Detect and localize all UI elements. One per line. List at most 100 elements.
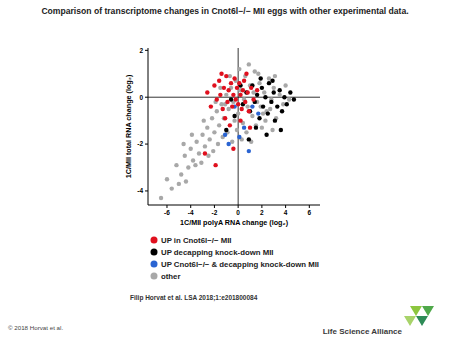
y-tick (145, 97, 148, 98)
point (277, 93, 281, 97)
point (216, 142, 220, 146)
legend-marker (151, 261, 158, 268)
point (261, 111, 265, 115)
point (273, 118, 277, 122)
legend-label: other (161, 272, 181, 281)
point (241, 88, 245, 92)
point (282, 95, 286, 99)
point (226, 142, 230, 146)
point (288, 90, 292, 94)
y-tick-label: -2 (137, 140, 143, 147)
point (183, 154, 187, 158)
point (247, 109, 251, 113)
point (210, 116, 214, 120)
point (218, 93, 222, 97)
point (244, 72, 248, 76)
point (190, 133, 194, 137)
point (211, 149, 215, 153)
point (248, 125, 252, 129)
point (250, 104, 254, 108)
x-tick (190, 205, 191, 208)
point (235, 128, 239, 132)
x-tick-label: 6 (308, 209, 312, 216)
point (223, 116, 227, 120)
point (250, 114, 254, 118)
point (193, 163, 197, 167)
point (159, 196, 163, 200)
point (179, 172, 183, 176)
point (237, 81, 241, 85)
logo-shape (416, 316, 428, 326)
copyright: © 2018 Horvat et al. (8, 324, 63, 331)
point (225, 100, 229, 104)
point (236, 102, 240, 106)
point (237, 135, 241, 139)
point (264, 133, 268, 137)
point (269, 100, 273, 104)
point (212, 130, 216, 134)
title: Comparison of transcriptome changes in C… (41, 6, 408, 16)
point (205, 90, 209, 94)
logo-shape (422, 306, 434, 316)
y-label: 1C/MII total RNA change (log₂) (124, 74, 133, 178)
point (224, 93, 228, 97)
point (202, 118, 206, 122)
y-axis (148, 48, 149, 205)
y-tick-label: 2 (139, 47, 143, 54)
x-label: 1C/MII polyA RNA change (log₂) (180, 218, 289, 227)
point (228, 123, 232, 127)
point (251, 97, 255, 101)
point (292, 97, 296, 101)
point (199, 161, 203, 165)
point (285, 102, 289, 106)
point (240, 107, 244, 111)
legend-marker (151, 273, 158, 280)
point (247, 137, 251, 141)
point (230, 104, 234, 108)
x-tick-label: -4 (188, 209, 194, 216)
point (255, 93, 259, 97)
citation: Filip Horvat et al. LSA 2018;1:e20180008… (130, 294, 258, 302)
x-tick-label: 2 (260, 209, 264, 216)
logo-shape (404, 316, 416, 326)
legend-label: UP Cnot6l−/− & decapping knock-down MII (161, 260, 319, 269)
legend-marker (151, 249, 158, 256)
point (238, 118, 242, 122)
point (260, 86, 264, 90)
point (272, 90, 276, 94)
x-tick (309, 205, 310, 208)
point (215, 97, 219, 101)
point (255, 88, 259, 92)
point (235, 86, 239, 90)
point (242, 125, 246, 129)
y-tick (145, 190, 148, 191)
y-tick (145, 50, 148, 51)
point (177, 182, 181, 186)
point (244, 130, 248, 134)
point (258, 76, 262, 80)
point (268, 107, 272, 111)
x-tick-label: -6 (164, 209, 170, 216)
x-tick (214, 205, 215, 208)
point (266, 111, 270, 115)
point (226, 88, 230, 92)
x-tick-label: 4 (284, 209, 288, 216)
point (238, 93, 242, 97)
point (256, 111, 260, 115)
point (217, 123, 221, 127)
x-tick-label: 0 (236, 209, 240, 216)
point (165, 177, 169, 181)
point (279, 128, 283, 132)
point (261, 104, 265, 108)
point (256, 72, 260, 76)
point (245, 90, 249, 94)
point (170, 186, 174, 190)
point (213, 163, 217, 167)
point (262, 90, 266, 94)
point (197, 151, 201, 155)
point (194, 140, 198, 144)
point (186, 165, 190, 169)
point (257, 116, 261, 120)
point (231, 147, 235, 151)
zero-line-x (238, 48, 239, 205)
